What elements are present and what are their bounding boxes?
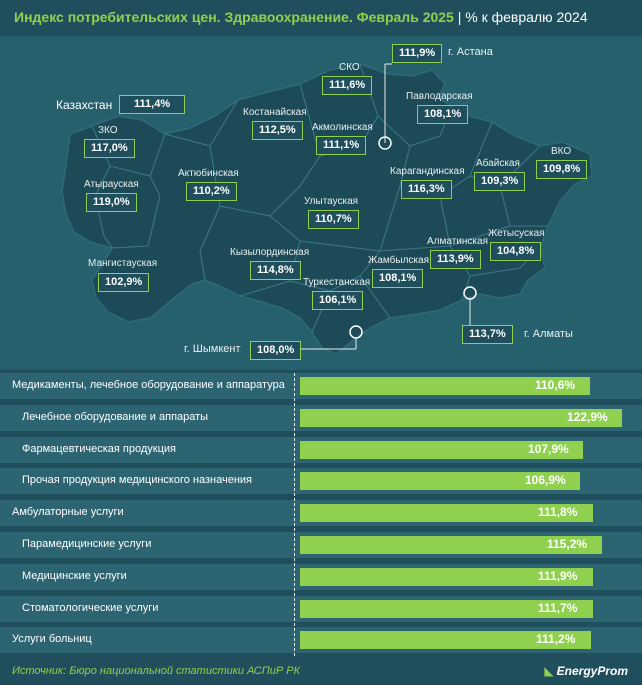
region-value-zhetysu: 104,8% xyxy=(490,242,542,261)
logo: ◣ EnergyProm xyxy=(544,664,628,678)
bar-value-label: 110,6% xyxy=(535,378,576,392)
region-label-almaty-city: г. Алматы xyxy=(524,328,573,340)
region-value-karaganda: 116,3% xyxy=(401,180,452,199)
bar-category-label: Медицинские услуги xyxy=(22,570,127,582)
region-value-almaty-region: 113,9% xyxy=(430,250,481,269)
region-label-ulytau: Улытауская xyxy=(304,196,359,207)
bar-category-label: Амбулаторные услуги xyxy=(12,506,124,518)
kazakhstan-label: Казахстан xyxy=(56,98,113,112)
region-label-karaganda: Карагандинская xyxy=(390,166,465,177)
region-label-mangistau: Мангистауская xyxy=(88,258,158,269)
bar-category-label: Услуги больниц xyxy=(12,633,92,645)
bar-row: Лечебное оборудование и аппараты 122,9% xyxy=(0,405,642,431)
region-label-akmola: Акмолинская xyxy=(312,122,373,133)
bar-row: Медикаменты, лечебное оборудование и апп… xyxy=(0,373,642,399)
bar xyxy=(300,409,622,427)
region-value-pavlodar: 108,1% xyxy=(417,105,469,124)
bar-value-label: 106,9% xyxy=(525,473,566,487)
bar-category-label: Прочая продукция медицинского назначения xyxy=(22,474,253,486)
bar-value-label: 111,7% xyxy=(538,601,578,615)
region-value-zhambyl: 108,1% xyxy=(372,269,424,288)
bar-value-label: 107,9% xyxy=(528,442,569,456)
region-label-pavlodar: Павлодарская xyxy=(406,91,473,102)
region-value-ulytau: 110,7% xyxy=(308,210,359,229)
bar xyxy=(300,568,593,586)
bar-category-label: Фармацевтическая продукция xyxy=(22,443,176,455)
kazakhstan-map: Казахстан 111,4% ЗКО 117,0% Атырауская 1… xyxy=(0,36,642,370)
region-label-shymkent: г. Шымкент xyxy=(184,343,241,355)
almaty-marker xyxy=(463,286,477,326)
bar xyxy=(300,504,593,522)
bar-value-label: 115,2% xyxy=(547,537,588,551)
logo-icon: ◣ xyxy=(544,664,554,678)
bar-row: Услуги больниц 111,2% xyxy=(0,627,642,653)
source-text: Источник: Бюро национальной статистики А… xyxy=(12,665,301,677)
region-label-kyzylorda: Кызылординская xyxy=(230,247,310,258)
region-value-sko: 111,6% xyxy=(322,76,373,95)
region-value-astana: 111,9% xyxy=(392,44,443,63)
region-value-kostanay: 112,5% xyxy=(252,121,303,140)
region-value-vko: 109,8% xyxy=(536,160,588,179)
bar-category-label: Медикаменты, лечебное оборудование и апп… xyxy=(12,379,285,391)
region-label-turkestan: Туркестанская xyxy=(303,277,371,288)
region-value-kyzylorda: 114,8% xyxy=(250,261,301,280)
country-shape xyxy=(61,63,593,355)
region-value-turkestan: 106,1% xyxy=(312,291,364,310)
region-value-mangistau: 102,9% xyxy=(98,273,150,292)
bar xyxy=(300,441,583,459)
kazakhstan-value: 111,4% xyxy=(119,95,186,114)
bar xyxy=(300,377,590,395)
region-label-almaty-region: Алматинская xyxy=(427,236,488,247)
bar-category-label: Парамедицинские услуги xyxy=(22,538,152,550)
bar-row: Медицинские услуги 111,9% xyxy=(0,564,642,590)
region-label-atyrau: Атырауская xyxy=(84,179,139,190)
bar-value-label: 111,9% xyxy=(538,569,578,583)
bar-value-label: 111,8% xyxy=(538,505,578,519)
region-label-astana: г. Астана xyxy=(448,46,493,58)
bar xyxy=(300,631,591,649)
region-value-atyrau: 119,0% xyxy=(86,193,137,212)
bar xyxy=(300,600,593,618)
region-value-shymkent: 108,0% xyxy=(250,341,302,360)
bar xyxy=(300,472,580,490)
footer: Источник: Бюро национальной статистики А… xyxy=(0,658,642,685)
title-bar: Индекс потребительских цен. Здравоохране… xyxy=(0,0,642,36)
bar-row: Парамедицинские услуги 115,2% xyxy=(0,532,642,558)
region-label-vko: ВКО xyxy=(551,146,572,157)
region-value-almaty-city: 113,7% xyxy=(462,325,513,344)
bar-row: Фармацевтическая продукция 107,9% xyxy=(0,437,642,463)
bar-row: Амбулаторные услуги 111,8% xyxy=(0,500,642,526)
logo-text: EnergyProm xyxy=(556,664,628,678)
bar-row: Прочая продукция медицинского назначения… xyxy=(0,468,642,494)
bar-category-label: Лечебное оборудование и аппараты xyxy=(22,411,209,423)
region-label-zhambyl: Жамбылская xyxy=(368,255,429,266)
divider-line xyxy=(294,373,295,656)
region-label-sko: СКО xyxy=(339,62,360,73)
region-value-zko: 117,0% xyxy=(84,139,135,158)
bar-value-label: 111,2% xyxy=(536,632,576,646)
region-value-akmola: 111,1% xyxy=(316,136,367,155)
chart-title: Индекс потребительских цен. Здравоохране… xyxy=(14,9,588,25)
bar-chart: Медикаменты, лечебное оборудование и апп… xyxy=(0,373,642,658)
bar-row: Стоматологические услуги 111,7% xyxy=(0,596,642,622)
region-label-kostanay: Костанайская xyxy=(243,107,307,118)
bar-category-label: Стоматологические услуги xyxy=(22,602,159,614)
region-label-abay: Абайская xyxy=(476,158,520,169)
region-label-zhetysu: Жетысуская xyxy=(488,228,545,239)
region-label-zko: ЗКО xyxy=(98,125,118,136)
region-value-aktobe: 110,2% xyxy=(186,182,237,201)
astana-marker xyxy=(378,63,392,150)
bar xyxy=(300,536,602,554)
chart-subtitle: | % к февралю 2024 xyxy=(457,9,588,25)
region-label-aktobe: Актюбинская xyxy=(178,168,239,179)
shymkent-marker xyxy=(300,325,363,350)
bar-value-label: 122,9% xyxy=(567,410,608,424)
region-value-abay: 109,3% xyxy=(474,172,526,191)
